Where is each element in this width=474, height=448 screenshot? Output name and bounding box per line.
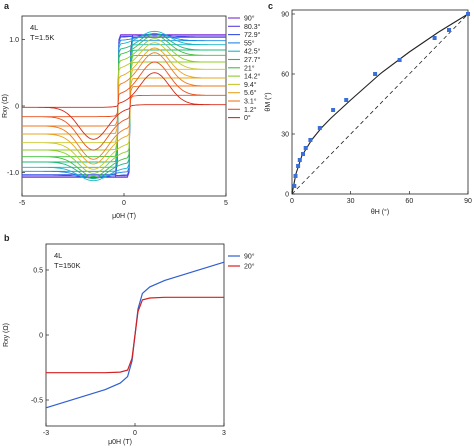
panel-c-chart: 0 30 60 90 0 30 60 90 θH (°) θM (°) [264, 9, 472, 216]
panel-c-y-axis-label: θM (°) [264, 92, 272, 111]
panel-b-y-tick-label: 0 [39, 333, 43, 340]
panel-c-data-point [344, 98, 349, 102]
panel-a-y-tick-label: 0 [15, 104, 19, 111]
panel-letter-a: a [4, 1, 10, 11]
panel-a-annotation-1: 4L [30, 23, 38, 32]
panel-c-y-tick-label: 0 [285, 192, 289, 199]
panel-b-y-tick-label: 0.5 [33, 268, 43, 275]
panel-a-x-tick-label: -5 [19, 200, 25, 207]
panel-letter-c: c [268, 1, 273, 11]
panel-a-legend-label: 90° [244, 15, 255, 23]
panel-c-y-tick-label: 90 [281, 12, 289, 19]
panel-c-data-point [447, 28, 451, 32]
panel-a-series-line [22, 47, 226, 165]
panel-a-series-line [22, 38, 226, 174]
panel-a-legend-label: 27.7° [244, 56, 261, 64]
panel-b-x-axis-label: μ0H (T) [108, 439, 132, 446]
panel-b-y-tick-label: -0.5 [31, 398, 43, 405]
panel-c-frame [291, 9, 469, 195]
panel-letter-b: b [4, 233, 10, 243]
panel-a-series-line [22, 33, 226, 179]
panel-c-reference-line [291, 13, 469, 195]
panel-b-chart: -3 0 3 -0.5 0 0.5 4L T=150K μ0H (T) Rxy (Ω) 9… [3, 243, 255, 446]
panel-a-legend-label: 42.5° [244, 48, 261, 56]
panel-c-x-axis-label: θH (°) [371, 208, 389, 216]
panel-b-y-axis-label: Rxy (Ω) [3, 323, 10, 347]
panel-c-data-point [317, 126, 322, 130]
panel-a-y-tick-label: -1.0 [7, 170, 19, 177]
panel-a-legend-label: 55° [244, 39, 255, 47]
panel-a-annotation-2: T=1.5K [30, 33, 54, 42]
panel-c-x-tick-label: 30 [347, 198, 355, 205]
panel-a-y-tick-label: 1.0 [9, 37, 19, 44]
panel-b-annotation-2: T=150K [54, 261, 80, 270]
panel-a-legend-label: 72.9° [244, 31, 261, 39]
panel-a-series-line [22, 34, 226, 178]
panel-a-series-line [22, 42, 226, 170]
panel-a-x-tick-label: 5 [224, 200, 228, 207]
panel-a-legend-label: 3.1° [244, 98, 257, 106]
panel-b-series-line [46, 296, 224, 374]
panel-c-y-tick-label: 30 [281, 132, 289, 139]
panel-a-legend: 90°80.3°72.9°55°42.5°27.7°21°14.2°9.4°5.… [228, 15, 261, 122]
panel-c-x-tick-label: 0 [290, 198, 294, 205]
panel-a-legend-label: 14.2° [244, 73, 261, 81]
panel-a-series-line [22, 34, 226, 178]
panel-c-y-tick-label: 60 [281, 72, 289, 79]
panel-a-legend-label: 9.4° [244, 81, 257, 89]
panel-c-x-tick-label: 60 [405, 198, 413, 205]
panel-b-x-tick-label: 3 [222, 430, 226, 437]
panel-c-data-point [432, 36, 437, 40]
panel-c-data-point [308, 138, 313, 142]
panel-a-series-line [22, 61, 226, 151]
panel-c-data-point [301, 152, 305, 156]
panel-a-x-tick-label: 0 [122, 200, 126, 207]
panel-c-data-point [292, 184, 297, 188]
panel-c-data-point [303, 146, 308, 150]
panel-c-data-point [466, 12, 470, 16]
panel-a-x-axis-label: μ0H (T) [112, 213, 136, 220]
panel-c-data-point [331, 108, 336, 112]
panel-a-series-line [22, 32, 226, 180]
panel-c-data-point [297, 158, 302, 162]
panel-a-chart: -5 0 5 -1.0 0 1.0 4L T=1.5K μ0H (T) Rxy (Ω) 9… [2, 15, 261, 221]
panel-a-series-line [22, 33, 226, 179]
panel-a-series-line [22, 72, 226, 140]
panel-a-series-line [22, 52, 226, 160]
panel-b-x-tick-label: 0 [133, 430, 137, 437]
panel-a-legend-label: 80.3° [244, 23, 261, 31]
panel-b-annotation-1: 4L [54, 251, 62, 260]
panel-a-legend-label: 1.2° [244, 106, 257, 114]
panel-a-series-line [22, 30, 226, 182]
panel-c-data-point [296, 164, 301, 168]
panel-a-series-line [22, 35, 226, 177]
panel-b-legend: 90°20° [228, 253, 255, 271]
panel-b-x-tick-label: -3 [43, 430, 49, 437]
panel-b-legend-label: 90° [244, 253, 255, 261]
panel-a-legend-label: 0° [244, 114, 251, 122]
panel-c-x-tick-label: 90 [464, 198, 472, 205]
panel-c-data-point [397, 58, 402, 62]
panel-a-y-axis-label: Rxy (Ω) [2, 94, 9, 118]
panel-a-legend-label: 21° [244, 64, 255, 72]
panel-c-data-point [293, 174, 298, 178]
panel-c-data-point [373, 72, 378, 76]
panel-a-legend-label: 5.6° [244, 89, 257, 97]
panel-b-legend-label: 20° [244, 263, 255, 271]
